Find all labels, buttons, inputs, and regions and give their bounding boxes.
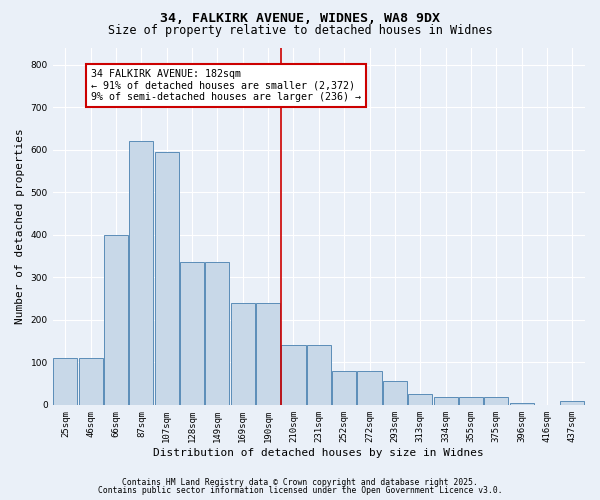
Text: Size of property relative to detached houses in Widnes: Size of property relative to detached ho… (107, 24, 493, 37)
Text: Contains HM Land Registry data © Crown copyright and database right 2025.: Contains HM Land Registry data © Crown c… (122, 478, 478, 487)
X-axis label: Distribution of detached houses by size in Widnes: Distribution of detached houses by size … (154, 448, 484, 458)
Bar (104, 234, 128, 405)
Bar (281, 346, 305, 405)
Bar (332, 371, 356, 405)
Bar (256, 302, 280, 405)
Bar (408, 394, 432, 405)
Bar (459, 397, 483, 405)
Text: Contains public sector information licensed under the Open Government Licence v3: Contains public sector information licen… (98, 486, 502, 495)
Bar (53, 358, 77, 405)
Bar (155, 152, 179, 405)
Bar (180, 262, 204, 405)
Bar (231, 302, 255, 405)
Bar (560, 400, 584, 405)
Bar (509, 402, 533, 405)
Bar (130, 141, 154, 405)
Bar (383, 382, 407, 405)
Y-axis label: Number of detached properties: Number of detached properties (15, 128, 25, 324)
Bar (484, 397, 508, 405)
Bar (79, 358, 103, 405)
Text: 34, FALKIRK AVENUE, WIDNES, WA8 9DX: 34, FALKIRK AVENUE, WIDNES, WA8 9DX (160, 12, 440, 26)
Bar (358, 371, 382, 405)
Bar (205, 262, 229, 405)
Bar (434, 397, 458, 405)
Text: 34 FALKIRK AVENUE: 182sqm
← 91% of detached houses are smaller (2,372)
9% of sem: 34 FALKIRK AVENUE: 182sqm ← 91% of detac… (91, 69, 361, 102)
Bar (307, 346, 331, 405)
